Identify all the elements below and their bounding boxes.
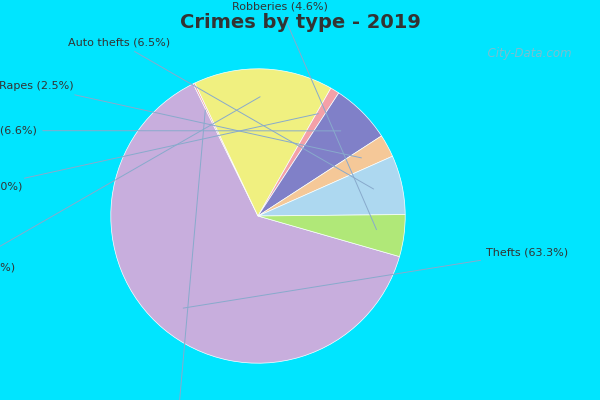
Wedge shape	[111, 84, 400, 363]
Wedge shape	[193, 83, 258, 216]
Text: Robberies (4.6%): Robberies (4.6%)	[232, 2, 377, 230]
Wedge shape	[258, 93, 382, 216]
Wedge shape	[258, 136, 392, 216]
Text: Thefts (63.3%): Thefts (63.3%)	[183, 248, 568, 308]
Wedge shape	[258, 214, 405, 256]
Wedge shape	[195, 69, 331, 216]
Wedge shape	[258, 88, 339, 216]
Text: Assaults (6.6%): Assaults (6.6%)	[0, 126, 341, 136]
Text: City-Data.com: City-Data.com	[480, 48, 572, 60]
Text: Auto thefts (6.5%): Auto thefts (6.5%)	[68, 37, 374, 189]
Text: Crimes by type - 2019: Crimes by type - 2019	[179, 12, 421, 32]
Text: Burglaries (15.3%): Burglaries (15.3%)	[0, 97, 260, 272]
Text: Rapes (2.5%): Rapes (2.5%)	[0, 82, 361, 158]
Text: Murders (0.2%): Murders (0.2%)	[134, 110, 220, 400]
Wedge shape	[258, 156, 405, 216]
Text: Arson (1.0%): Arson (1.0%)	[0, 114, 319, 192]
